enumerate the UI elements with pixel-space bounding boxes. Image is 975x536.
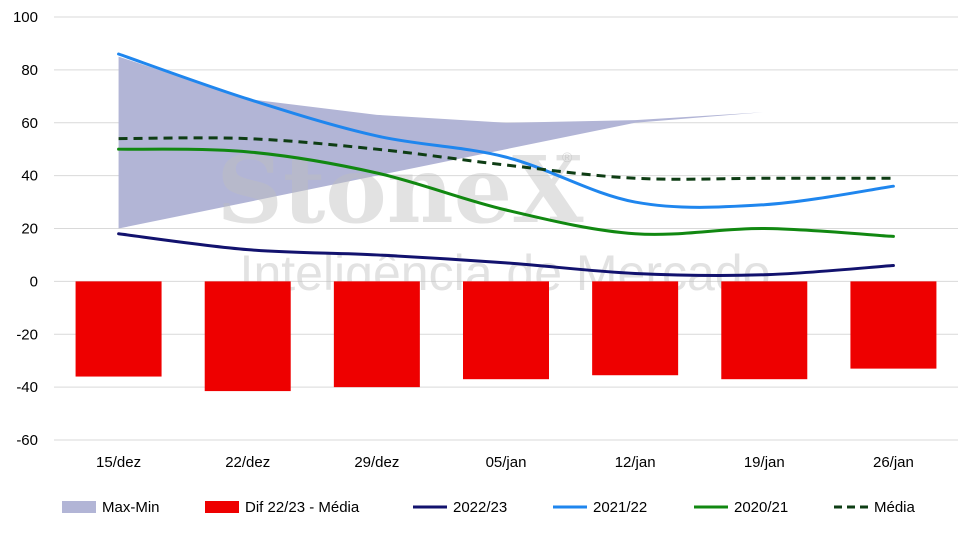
series-line-2022-23 [117,232,895,277]
x-tick-label: 15/dez [96,454,141,471]
legend-swatch [205,501,239,513]
legend-label: Dif 22/23 - Média [245,499,360,516]
x-tick-label: 12/jan [615,454,656,471]
diff-bar [592,281,679,376]
y-axis-ticks: 100 80 60 40 20 0 -20 -40 -60 [13,9,38,449]
diff-bar [75,281,162,377]
series-lines [117,52,895,277]
band-area [118,56,894,229]
legend-label: 2020/21 [734,499,788,516]
max-min-band [118,56,894,229]
y-tick-label: -40 [16,379,38,396]
y-tick-label: -20 [16,326,38,343]
watermark-registered: ® [562,149,573,165]
y-tick-label: 40 [21,168,38,185]
x-tick-label: 26/jan [873,454,914,471]
legend-swatch [62,501,96,513]
x-axis-ticks: 15/dez 22/dez 29/dez 05/jan 12/jan 19/jan 26/j… [96,454,914,471]
series-line-2020-21 [117,147,895,238]
legend-label: Média [874,499,916,516]
difference-bars [75,281,937,392]
series-line-2021-22 [117,52,895,209]
diff-bar [721,281,808,380]
diff-bar [204,281,291,392]
legend-label: Max-Min [102,499,160,516]
series-line-m-dia [118,136,894,181]
y-tick-label: 60 [21,115,38,132]
y-tick-label: 100 [13,9,38,26]
x-tick-label: 05/jan [486,454,527,471]
legend-label: 2022/23 [453,499,507,516]
x-tick-label: 19/jan [744,454,785,471]
diff-bar [463,281,549,380]
x-tick-label: 22/dez [225,454,270,471]
y-tick-label: -60 [16,432,38,449]
diff-bar [850,281,937,369]
y-tick-label: 0 [30,273,38,290]
y-tick-label: 20 [21,221,38,238]
legend: Max-Min Dif 22/23 - Média 2022/23 2021/22 20… [62,499,916,516]
diff-bar [333,281,420,388]
x-tick-label: 29/dez [354,454,399,471]
watermark-brand: StoneX [216,136,584,244]
legend-label: 2021/22 [593,499,647,516]
y-tick-label: 80 [21,62,38,79]
